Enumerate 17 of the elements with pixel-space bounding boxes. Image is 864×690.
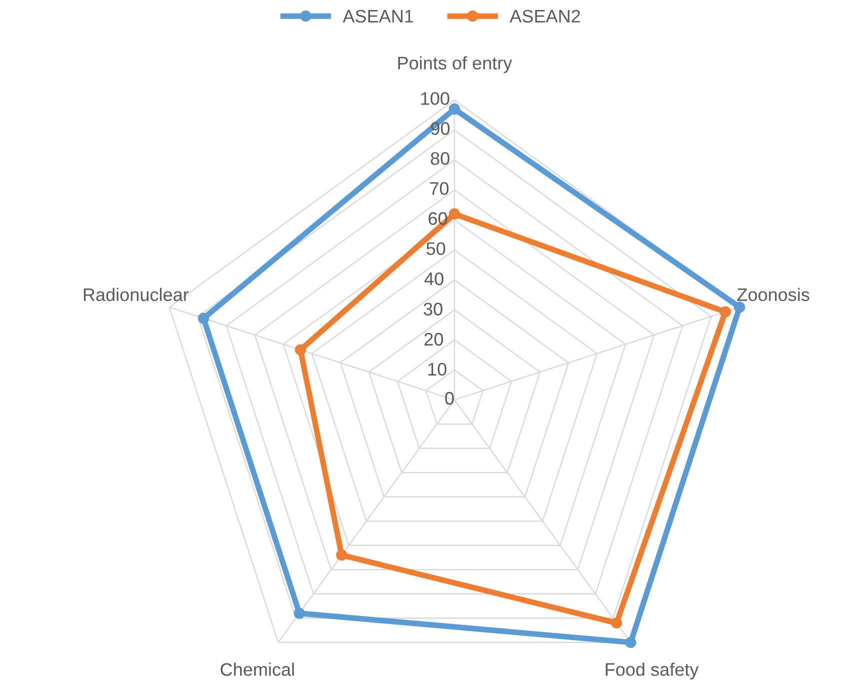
spoke-label: Points of entry — [398, 56, 512, 74]
y-tick-label: 80 — [430, 152, 450, 165]
spoke-label: Food safety — [606, 662, 699, 680]
spoke-label: Radionuclear — [84, 288, 189, 302]
y-tick-label: 50 — [426, 242, 446, 256]
y-tick-label: 100 — [421, 92, 450, 105]
y-tick-label: 0 — [445, 392, 454, 405]
y-tick-label: 20 — [424, 332, 443, 346]
spoke-label: Chemical — [220, 662, 294, 676]
y-tick-label: 30 — [424, 302, 442, 316]
y-tick-label: 60 — [428, 212, 448, 225]
y-tick-label: 10 — [428, 362, 446, 376]
spoke-label: Zoonosis — [737, 288, 810, 302]
y-tick-label: 40 — [424, 272, 444, 286]
legend-label: ASEAN2 — [510, 10, 580, 23]
y-tick-label: 70 — [430, 182, 449, 195]
legend-label: ASEAN1 — [342, 10, 414, 23]
